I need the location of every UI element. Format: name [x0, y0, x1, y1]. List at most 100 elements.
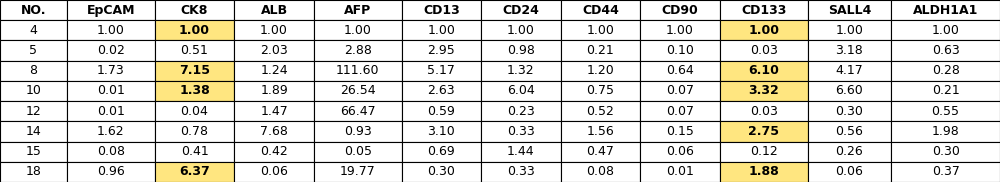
- Text: 0.75: 0.75: [586, 84, 614, 98]
- Text: 3.10: 3.10: [428, 125, 455, 138]
- Text: 0.06: 0.06: [835, 165, 863, 178]
- Bar: [891, 162, 1000, 182]
- Bar: [481, 61, 561, 81]
- Bar: [402, 40, 481, 61]
- Text: 1.00: 1.00: [586, 24, 614, 37]
- Bar: [720, 61, 808, 81]
- Text: 0.42: 0.42: [260, 145, 288, 158]
- Text: 0.10: 0.10: [666, 44, 694, 57]
- Bar: [891, 40, 1000, 61]
- Bar: [67, 0, 155, 20]
- Text: 1.98: 1.98: [932, 125, 959, 138]
- Bar: [402, 61, 481, 81]
- Bar: [314, 101, 402, 121]
- Text: 2.03: 2.03: [260, 44, 288, 57]
- Bar: [314, 61, 402, 81]
- Bar: [67, 101, 155, 121]
- Text: 0.78: 0.78: [181, 125, 209, 138]
- Text: 0.37: 0.37: [932, 165, 960, 178]
- Text: 0.52: 0.52: [586, 105, 614, 118]
- Bar: [720, 0, 808, 20]
- Text: 1.32: 1.32: [507, 64, 535, 77]
- Text: 7.15: 7.15: [179, 64, 210, 77]
- Bar: [234, 142, 314, 162]
- Bar: [155, 81, 234, 101]
- Text: 0.01: 0.01: [97, 84, 125, 98]
- Bar: [234, 0, 314, 20]
- Bar: [720, 40, 808, 61]
- Bar: [481, 0, 561, 20]
- Text: 0.01: 0.01: [666, 165, 694, 178]
- Text: 5: 5: [29, 44, 37, 57]
- Text: 0.04: 0.04: [181, 105, 208, 118]
- Text: 0.21: 0.21: [587, 44, 614, 57]
- Bar: [561, 121, 640, 142]
- Text: 1.20: 1.20: [587, 64, 614, 77]
- Bar: [891, 101, 1000, 121]
- Text: 6.10: 6.10: [748, 64, 779, 77]
- Bar: [67, 162, 155, 182]
- Bar: [155, 40, 234, 61]
- Bar: [808, 101, 891, 121]
- Text: ALDH1A1: ALDH1A1: [913, 4, 978, 17]
- Bar: [481, 142, 561, 162]
- Text: 0.33: 0.33: [507, 125, 535, 138]
- Text: 1.88: 1.88: [748, 165, 779, 178]
- Bar: [640, 121, 720, 142]
- Bar: [640, 40, 720, 61]
- Bar: [720, 162, 808, 182]
- Text: 0.01: 0.01: [97, 105, 125, 118]
- Bar: [561, 40, 640, 61]
- Bar: [720, 20, 808, 40]
- Bar: [640, 142, 720, 162]
- Text: 0.03: 0.03: [750, 105, 778, 118]
- Text: 8: 8: [29, 64, 37, 77]
- Bar: [67, 121, 155, 142]
- Bar: [0, 142, 67, 162]
- Bar: [67, 20, 155, 40]
- Text: 1.38: 1.38: [179, 84, 210, 98]
- Bar: [481, 101, 561, 121]
- Bar: [67, 61, 155, 81]
- Text: SALL4: SALL4: [828, 4, 871, 17]
- Bar: [720, 142, 808, 162]
- Text: 0.07: 0.07: [666, 84, 694, 98]
- Text: 1.00: 1.00: [427, 24, 455, 37]
- Bar: [561, 61, 640, 81]
- Bar: [561, 81, 640, 101]
- Bar: [720, 101, 808, 121]
- Text: CK8: CK8: [181, 4, 208, 17]
- Text: 3.32: 3.32: [748, 84, 779, 98]
- Text: 0.02: 0.02: [97, 44, 125, 57]
- Text: 0.55: 0.55: [932, 105, 960, 118]
- Bar: [640, 20, 720, 40]
- Bar: [234, 81, 314, 101]
- Text: 1.56: 1.56: [587, 125, 614, 138]
- Text: 0.08: 0.08: [97, 145, 125, 158]
- Bar: [640, 61, 720, 81]
- Text: ALB: ALB: [260, 4, 288, 17]
- Bar: [0, 20, 67, 40]
- Bar: [402, 20, 481, 40]
- Bar: [0, 40, 67, 61]
- Text: NO.: NO.: [21, 4, 46, 17]
- Bar: [402, 0, 481, 20]
- Bar: [640, 162, 720, 182]
- Bar: [314, 0, 402, 20]
- Bar: [808, 61, 891, 81]
- Text: 1.62: 1.62: [97, 125, 125, 138]
- Bar: [314, 142, 402, 162]
- Text: 18: 18: [26, 165, 41, 178]
- Bar: [561, 162, 640, 182]
- Text: 15: 15: [26, 145, 41, 158]
- Text: 0.30: 0.30: [427, 165, 455, 178]
- Text: 0.28: 0.28: [932, 64, 960, 77]
- Text: 26.54: 26.54: [340, 84, 376, 98]
- Text: 0.56: 0.56: [835, 125, 863, 138]
- Bar: [720, 121, 808, 142]
- Bar: [155, 142, 234, 162]
- Bar: [808, 40, 891, 61]
- Text: 2.88: 2.88: [344, 44, 372, 57]
- Text: 0.63: 0.63: [932, 44, 959, 57]
- Text: 0.21: 0.21: [932, 84, 959, 98]
